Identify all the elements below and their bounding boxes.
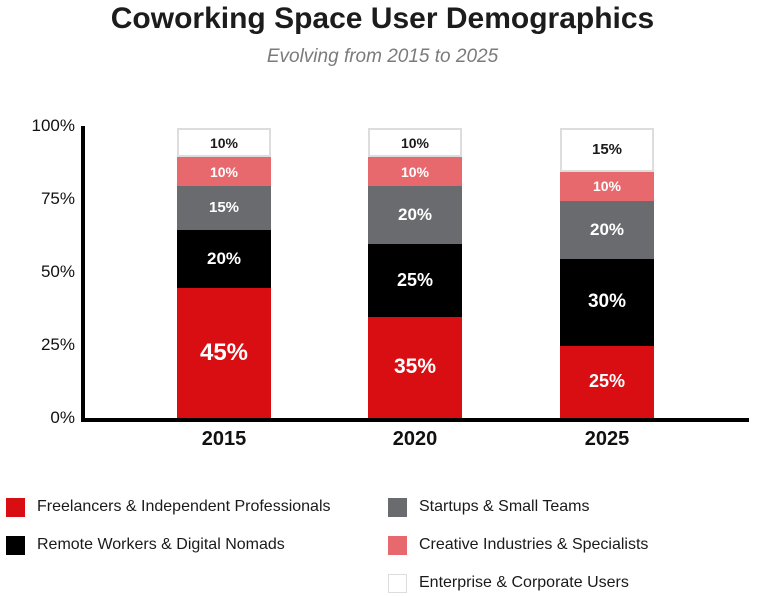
legend-label: Startups & Small Teams — [419, 498, 590, 515]
segment-value-label: 20% — [397, 205, 433, 224]
segment-value-label: 10% — [400, 163, 430, 180]
bar-segment: 10% — [177, 128, 271, 157]
bar-segment: 15% — [560, 128, 654, 172]
chart-subtitle: Evolving from 2015 to 2025 — [266, 46, 499, 67]
legend-swatch — [6, 497, 25, 517]
legend-label: Enterprise & Corporate Users — [419, 574, 629, 591]
bar-2020: 35% 25% 20% 10% 10% — [368, 128, 462, 418]
segment-value-label: 25% — [588, 371, 626, 392]
legend-item: Remote Workers & Digital Nomads — [6, 526, 331, 564]
y-tick-label: 75% — [40, 189, 75, 208]
legend-swatch — [388, 573, 407, 593]
y-tick-label: 50% — [40, 262, 75, 281]
legend-label: Creative Industries & Specialists — [419, 536, 649, 553]
legend-item: Enterprise & Corporate Users — [388, 564, 648, 596]
x-tick-label: 2020 — [392, 428, 438, 450]
segment-value-label: 45% — [199, 338, 249, 366]
y-axis-line — [81, 126, 85, 422]
bar-segment: 30% — [560, 258, 654, 346]
y-tick-label: 25% — [40, 335, 75, 354]
segment-value-label: 10% — [209, 163, 239, 180]
bar-segment: 35% — [368, 316, 462, 418]
chart-title: Coworking Space User Demographics — [110, 2, 655, 35]
legend-label: Remote Workers & Digital Nomads — [37, 536, 285, 553]
bar-segment: 45% — [177, 287, 271, 418]
bar-segment: 20% — [368, 186, 462, 244]
bar-segment: 10% — [177, 157, 271, 186]
y-tick-label: 0% — [50, 408, 75, 427]
bar-segment: 10% — [560, 171, 654, 201]
legend-swatch — [388, 497, 407, 517]
segment-value-label: 35% — [393, 355, 437, 379]
segment-value-label: 10% — [209, 134, 239, 151]
segment-value-label: 20% — [589, 219, 625, 239]
bar-segment: 10% — [368, 157, 462, 186]
y-tick-label: 100% — [31, 116, 75, 135]
segment-value-label: 20% — [206, 248, 242, 268]
legend-swatch — [6, 535, 25, 555]
x-axis-line — [81, 418, 749, 422]
bar-segment: 25% — [368, 244, 462, 317]
bar-segment: 25% — [560, 345, 654, 418]
x-tick-label: 2015 — [201, 428, 247, 450]
bar-segment: 20% — [177, 229, 271, 288]
segment-value-label: 10% — [400, 134, 430, 151]
legend-item: Startups & Small Teams — [388, 488, 648, 526]
segment-value-label: 30% — [587, 291, 627, 312]
bar-2015: 45% 20% 15% 10% 10% — [177, 128, 271, 418]
legend-item: Freelancers & Independent Professionals — [6, 488, 331, 526]
bar-2025: 25% 30% 20% 10% 15% — [560, 128, 654, 418]
bar-segment: 20% — [560, 200, 654, 259]
segment-value-label: 15% — [208, 199, 240, 217]
legend-label: Freelancers & Independent Professionals — [37, 498, 331, 515]
x-tick-label: 2025 — [584, 428, 630, 450]
legend-column: Startups & Small Teams Creative Industrie… — [388, 488, 648, 596]
bar-segment: 15% — [177, 186, 271, 230]
legend-swatch — [388, 535, 407, 555]
segment-value-label: 15% — [591, 141, 623, 159]
legend-item: Creative Industries & Specialists — [388, 526, 648, 564]
bar-segment: 10% — [368, 128, 462, 157]
segment-value-label: 25% — [396, 269, 434, 290]
legend-column: Freelancers & Independent Professionals R… — [6, 488, 331, 564]
segment-value-label: 10% — [592, 178, 622, 194]
